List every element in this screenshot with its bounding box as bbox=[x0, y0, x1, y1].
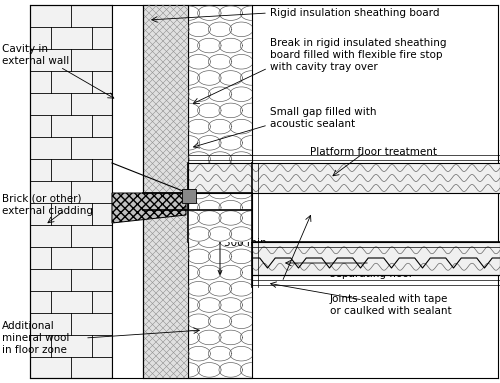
Text: Platform floor treatment: Platform floor treatment bbox=[310, 147, 437, 157]
Text: Small gap filled with
acoustic sealant: Small gap filled with acoustic sealant bbox=[270, 107, 376, 129]
Text: Additional
mineral wool
in floor zone: Additional mineral wool in floor zone bbox=[2, 321, 70, 355]
Text: 300 min.: 300 min. bbox=[224, 237, 270, 247]
Bar bbox=[188, 210, 252, 242]
Bar bbox=[143, 5, 188, 378]
Bar bbox=[112, 5, 143, 378]
Text: Brick (or other)
external cladding: Brick (or other) external cladding bbox=[2, 194, 93, 216]
Polygon shape bbox=[112, 193, 186, 223]
Bar bbox=[188, 163, 500, 193]
Text: Break in rigid insulated sheathing
board filled with flexible fire stop
with cav: Break in rigid insulated sheathing board… bbox=[270, 38, 446, 72]
Bar bbox=[252, 242, 500, 275]
Bar bbox=[182, 189, 196, 203]
Text: Light steel
separating floor: Light steel separating floor bbox=[330, 257, 413, 279]
Bar bbox=[30, 5, 112, 378]
Text: Cavity in
external wall: Cavity in external wall bbox=[2, 44, 69, 66]
Text: Rigid insulation sheathing board: Rigid insulation sheathing board bbox=[270, 8, 440, 18]
Text: Joints sealed with tape
or caulked with sealant: Joints sealed with tape or caulked with … bbox=[330, 294, 452, 316]
Bar bbox=[188, 5, 252, 378]
